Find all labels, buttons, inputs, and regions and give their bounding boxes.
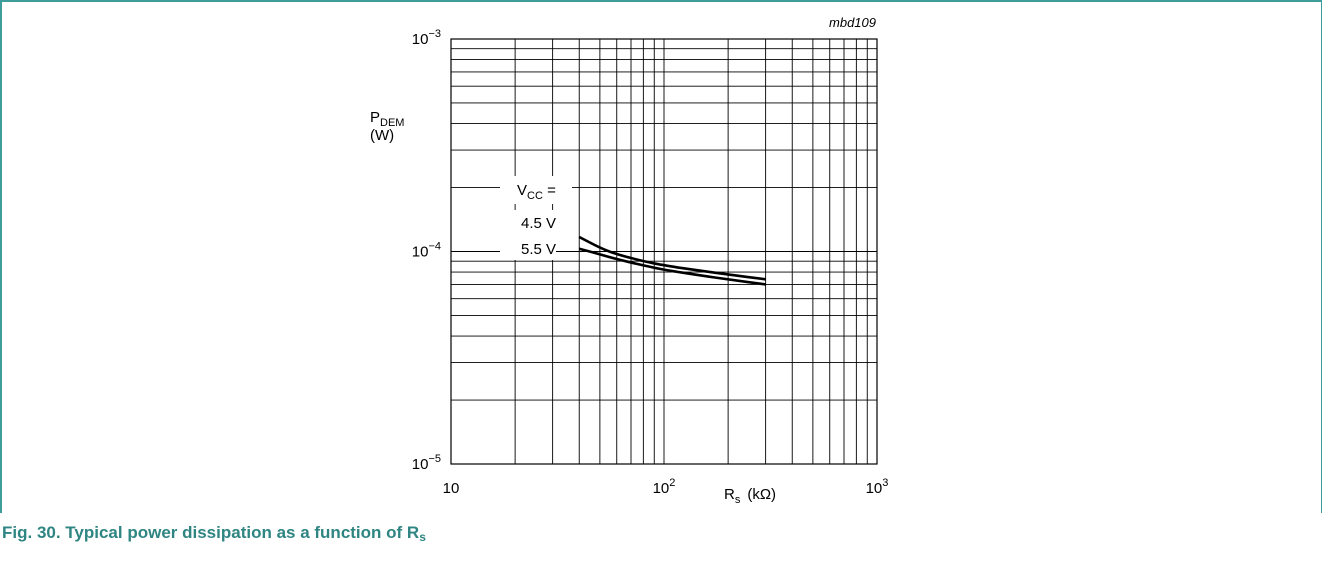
figure-frame (0, 0, 1322, 513)
y-tick-label: 10−3 (412, 28, 441, 48)
plot-border (450, 38, 878, 465)
y-tick-base: 10 (412, 31, 429, 48)
y-axis-label-sub: DEM (380, 117, 404, 129)
y-tick-exponent: −4 (428, 241, 441, 253)
curves (578, 235, 766, 286)
power-dissipation-chart: 10−310−410−510 102 103 mbd109 PDEM (W) Rs(… (370, 15, 889, 506)
caption-subscript: s (419, 530, 426, 544)
tick-labels: 10−310−410−510 102 103 (412, 28, 889, 497)
y-axis-label: PDEM (370, 109, 404, 129)
y-axis-unit: (W) (370, 127, 394, 144)
x-axis-label: Rs (kΩ) (724, 486, 776, 506)
series-label-4-5v: 4.5 V (521, 215, 556, 232)
caption-text: Fig. 30. Typical power dissipation as a … (2, 523, 420, 542)
legend-title-main: V (517, 182, 527, 199)
y-tick-exponent: −5 (428, 453, 441, 465)
x-tick-exponent: 3 (882, 477, 888, 489)
series-label-5-5v: 5.5 V (521, 241, 556, 258)
label-mask (500, 176, 572, 204)
label-mask (500, 210, 556, 260)
x-tick-label: 102 (653, 477, 676, 497)
legend-title: VCC = (517, 182, 556, 202)
x-tick-base: 10 (443, 480, 460, 497)
y-tick-label: 10−5 (412, 453, 441, 473)
x-tick-base: 10 (866, 480, 883, 497)
y-tick-base: 10 (412, 456, 429, 473)
legend-title-sub: CC (527, 190, 543, 202)
y-axis-label-main: P (370, 109, 380, 126)
x-axis-label-unit: (kΩ) (747, 486, 776, 503)
figure-caption: Fig. 30. Typical power dissipation as a … (2, 523, 426, 544)
legend-title-suffix: = (543, 182, 556, 199)
x-tick-base: 10 (653, 480, 670, 497)
y-tick-exponent: −3 (428, 28, 441, 40)
label-masks (500, 176, 572, 260)
y-tick-base: 10 (412, 244, 429, 261)
x-tick-label: 103 (866, 477, 889, 497)
x-tick-exponent: 2 (669, 477, 675, 489)
x-axis-label-sub: s (735, 494, 741, 506)
series-curve-4-5v (578, 235, 766, 281)
series-curve-5-5v (578, 247, 766, 286)
figure-tag: mbd109 (829, 15, 876, 30)
x-axis-label-main: R (724, 486, 735, 503)
x-tick-label: 10 (443, 480, 460, 497)
chart-grid (451, 39, 877, 464)
y-tick-label: 10−4 (412, 241, 441, 261)
